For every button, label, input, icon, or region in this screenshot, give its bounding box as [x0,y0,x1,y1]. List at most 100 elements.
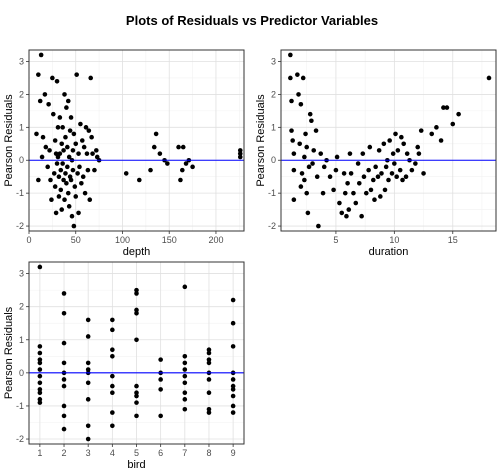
data-point [394,174,399,179]
data-point [376,148,382,153]
panel-depth: 0 50 100 150 200 -2 -1 0 1 2 3 depth Pearson Residua… [3,49,245,258]
data-point [190,164,195,170]
data-point [361,174,367,179]
data-point [92,167,97,173]
data-point [82,190,88,196]
data-point [36,177,41,183]
data-point [367,144,373,150]
data-point [71,223,77,229]
data-point [341,171,347,176]
y-axis-title: Pearson Residuals [255,94,267,187]
data-point [363,190,369,196]
data-point [61,383,67,389]
data-point [399,134,404,140]
data-point [66,154,72,160]
data-point [54,78,60,84]
data-point [37,390,43,396]
data-point [134,400,139,405]
y-axis-title: Pearson Residuals [3,306,15,399]
y-tick-label: -1 [16,401,24,411]
data-point [54,161,60,166]
data-point [52,184,58,189]
data-point [58,187,64,193]
data-point [84,151,90,156]
x-axis-title: depth [123,246,151,258]
data-point [230,383,236,389]
y-tick-label: -2 [16,434,24,444]
data-point [80,174,86,179]
data-point [237,154,243,160]
data-point [61,413,67,419]
data-point [72,184,78,189]
data-point [61,291,67,296]
data-point [331,187,336,193]
data-point [37,360,43,366]
data-point [134,287,139,293]
data-point [62,92,67,97]
data-point [76,210,81,216]
data-point [441,105,446,110]
data-point [158,357,163,362]
panel-border [28,49,245,232]
panel-border [280,49,497,232]
data-point [85,397,91,402]
data-point [309,118,314,124]
data-point [85,436,91,442]
data-point [110,354,115,359]
data-point [77,164,82,170]
y-axis-title: Pearson Residuals [3,94,15,187]
x-tick-label: 0 [26,235,31,245]
data-point [346,207,352,212]
data-point [456,111,461,117]
data-point [153,131,159,137]
x-tick-label: 150 [162,235,177,245]
data-point [67,128,73,133]
data-point [110,317,115,323]
data-point [355,161,361,166]
data-point [320,190,326,196]
data-point [307,111,313,117]
data-point [70,148,76,153]
data-point [37,98,43,104]
data-point [89,134,94,140]
data-point [37,373,43,379]
data-point [49,197,54,203]
data-point [359,213,364,219]
data-point [182,360,188,366]
data-point [85,167,91,173]
data-point [306,164,312,170]
data-point [57,151,63,156]
data-point [291,167,297,173]
data-point [37,367,43,372]
x-tick-label: 5 [134,448,139,458]
data-point [148,167,153,173]
data-point [60,161,65,166]
y-tick-label: 2 [19,302,24,312]
data-point [61,403,67,409]
data-point [409,167,415,173]
data-point [182,397,188,402]
data-point [486,75,492,81]
x-tick-label: 15 [448,235,458,245]
data-point [230,393,236,399]
data-point [206,377,212,382]
data-point [134,291,139,296]
data-point [298,102,304,107]
data-point [206,406,212,412]
x-tick-label: 100 [115,235,130,245]
y-tick-label: 3 [19,57,24,67]
data-point [38,52,44,58]
data-point [403,174,409,179]
data-point [334,154,340,160]
data-point [68,115,74,120]
data-point [290,138,295,143]
data-point [318,151,324,156]
data-point [378,194,383,199]
data-point [37,350,43,356]
data-point [304,144,310,150]
data-point [73,141,79,147]
data-point [158,413,163,419]
x-tick-label: 2 [62,448,67,458]
